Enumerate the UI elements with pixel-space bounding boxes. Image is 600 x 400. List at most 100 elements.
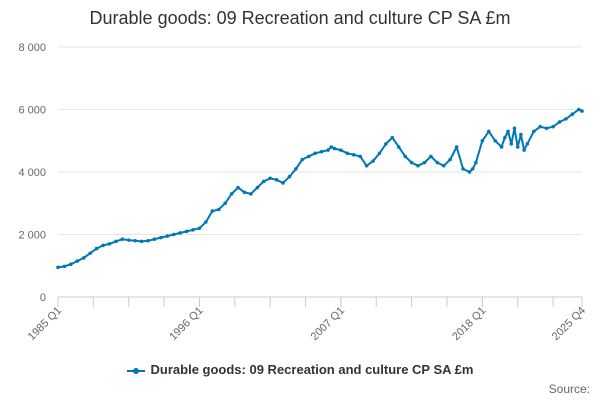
legend[interactable]: Durable goods: 09 Recreation and culture…: [0, 362, 600, 377]
x-tick-label: 1985 Q1: [26, 305, 64, 343]
data-point: [261, 179, 266, 184]
data-point: [506, 129, 510, 134]
data-point: [56, 265, 60, 270]
data-point: [557, 120, 562, 124]
data-point: [120, 237, 125, 241]
data-point: [146, 238, 150, 243]
data-point: [62, 264, 67, 269]
x-tick-label: 2018 Q1: [450, 305, 488, 343]
data-point: [319, 149, 324, 154]
data-point: [332, 146, 337, 151]
data-point: [525, 142, 530, 146]
data-point: [512, 126, 517, 131]
data-point: [467, 170, 472, 174]
x-tick-label: 2025 Q4: [550, 305, 588, 343]
data-point: [94, 246, 99, 251]
data-point: [515, 145, 520, 149]
data-point: [551, 124, 555, 129]
y-axis-ticks: 0 2 000 4 000 6 000 8 000: [18, 42, 46, 304]
data-point: [429, 154, 433, 159]
data-point: [329, 145, 334, 149]
data-point: [371, 159, 375, 163]
x-tick-label: 2007 Q1: [309, 305, 347, 343]
data-point: [326, 148, 330, 152]
data-point: [448, 157, 452, 162]
data-point: [364, 163, 369, 168]
data-point: [474, 160, 478, 165]
data-point: [422, 160, 427, 165]
data-point: [204, 220, 208, 224]
data-point: [274, 178, 279, 182]
data-point: [197, 226, 202, 231]
data-point: [576, 107, 581, 112]
data-point: [564, 117, 568, 121]
data-point: [300, 157, 305, 162]
data-point: [499, 145, 504, 149]
data-point: [139, 239, 144, 244]
data-point: [101, 243, 105, 248]
data-point: [114, 239, 118, 244]
data-point: [544, 126, 549, 131]
data-point: [281, 181, 285, 185]
data-point: [210, 209, 215, 213]
data-point: [358, 154, 362, 159]
data-point: [570, 112, 575, 116]
data-point: [236, 185, 240, 190]
data-point: [242, 190, 247, 195]
legend-label: Durable goods: 09 Recreation and culture…: [150, 362, 474, 377]
data-point: [509, 142, 514, 146]
y-tick-label: 0: [40, 292, 46, 304]
data-point: [126, 238, 131, 242]
data-point: [216, 207, 221, 212]
data-point: [403, 154, 407, 159]
data-point: [294, 167, 298, 171]
y-tick-label: 8 000: [18, 42, 46, 54]
data-point: [152, 237, 157, 241]
data-point: [306, 154, 311, 159]
data-point: [345, 151, 350, 156]
data-point: [223, 201, 227, 206]
data-point: [377, 151, 382, 156]
data-point: [69, 262, 73, 266]
data-point: [287, 174, 292, 179]
data-point: [339, 148, 343, 152]
data-point: [416, 163, 420, 168]
data-point: [441, 163, 446, 168]
data-point: [396, 145, 401, 149]
data-point: [390, 135, 395, 140]
data-point: [249, 192, 253, 196]
data-point: [184, 229, 189, 234]
y-tick-label: 6 000: [18, 105, 46, 117]
data-point: [538, 124, 543, 129]
source-label: Source:: [548, 382, 590, 396]
y-tick-label: 2 000: [18, 230, 46, 242]
x-axis-ticks: 1985 Q1 1996 Q1 2007 Q1 2018 Q1 2025 Q4: [26, 296, 588, 343]
data-point: [75, 259, 80, 263]
data-point: [159, 235, 163, 240]
legend-swatch-icon: [126, 366, 145, 376]
series-line: [57, 108, 583, 269]
data-point: [255, 185, 260, 190]
data-point: [351, 153, 356, 157]
data-point: [133, 238, 137, 243]
data-point: [470, 167, 475, 171]
data-point: [81, 256, 86, 260]
data-point: [580, 109, 584, 113]
x-tick-label: 1996 Q1: [167, 305, 205, 343]
data-point: [191, 228, 195, 232]
data-point: [384, 142, 388, 146]
chart-title: Durable goods: 09 Recreation and culture…: [89, 8, 511, 28]
data-point: [461, 167, 465, 171]
data-point: [171, 232, 176, 237]
data-point: [313, 151, 317, 156]
y-tick-label: 4 000: [18, 167, 46, 179]
data-point: [178, 231, 182, 235]
grid-layer: [58, 46, 582, 235]
data-point: [107, 242, 112, 246]
data-point: [503, 135, 507, 140]
data-point: [522, 148, 526, 152]
data-point: [435, 160, 440, 165]
series-layer: [56, 107, 584, 270]
data-point: [454, 145, 459, 149]
